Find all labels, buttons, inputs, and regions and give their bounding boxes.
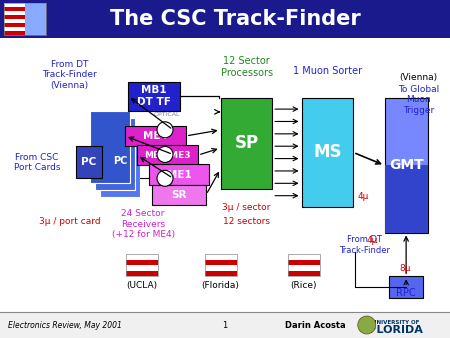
- Text: FLORIDA: FLORIDA: [369, 325, 423, 335]
- Text: 4μ: 4μ: [358, 192, 369, 201]
- Text: 4μ: 4μ: [367, 236, 378, 245]
- Text: PC: PC: [113, 156, 127, 166]
- Text: 1: 1: [222, 320, 228, 330]
- Bar: [288, 260, 320, 265]
- Circle shape: [157, 146, 173, 163]
- Text: MS: MS: [313, 143, 342, 161]
- Text: (Florida): (Florida): [202, 282, 239, 290]
- Text: 3μ / sector: 3μ / sector: [222, 203, 271, 212]
- Text: From DT
Track-Finder
(Vienna): From DT Track-Finder (Vienna): [42, 60, 97, 90]
- Bar: [4, 23, 25, 27]
- Text: RPC: RPC: [396, 288, 416, 298]
- Bar: [4, 19, 25, 23]
- Bar: [385, 98, 428, 233]
- Text: From CSC
Port Cards: From CSC Port Cards: [14, 153, 60, 172]
- Text: (UCLA): (UCLA): [126, 282, 158, 290]
- Circle shape: [157, 170, 173, 186]
- Bar: [0, 0, 450, 38]
- Text: SR: SR: [171, 190, 187, 200]
- Bar: [385, 165, 428, 233]
- Bar: [220, 98, 272, 189]
- Bar: [4, 27, 25, 31]
- Text: OPTICAL: OPTICAL: [154, 112, 180, 117]
- Text: 8μ: 8μ: [399, 264, 411, 273]
- Circle shape: [157, 122, 173, 138]
- Text: (Rice): (Rice): [291, 282, 317, 290]
- Text: From DT
Track-Finder: From DT Track-Finder: [339, 235, 390, 255]
- Text: 12 Sector
Processors: 12 Sector Processors: [220, 56, 273, 77]
- Bar: [100, 125, 140, 197]
- Bar: [0, 312, 450, 338]
- Text: GMT: GMT: [389, 159, 423, 172]
- Bar: [204, 255, 237, 260]
- Text: Electronics Review, May 2001: Electronics Review, May 2001: [8, 320, 122, 330]
- Text: ME2-ME3: ME2-ME3: [144, 151, 191, 160]
- Bar: [4, 3, 46, 35]
- Text: 24 Sector
Receivers
(+12 for ME4): 24 Sector Receivers (+12 for ME4): [112, 210, 175, 239]
- Text: PC: PC: [81, 157, 96, 167]
- Bar: [137, 145, 198, 165]
- Bar: [95, 118, 135, 190]
- Text: 1 Muon Sorter: 1 Muon Sorter: [293, 67, 362, 76]
- Circle shape: [358, 316, 376, 334]
- Bar: [76, 146, 102, 178]
- Bar: [126, 255, 158, 260]
- Text: 3μ / port card: 3μ / port card: [39, 217, 100, 226]
- Text: MB1
DT TF: MB1 DT TF: [137, 86, 171, 107]
- Text: ME4: ME4: [143, 131, 168, 141]
- Text: SP: SP: [234, 135, 258, 152]
- Bar: [288, 271, 320, 276]
- Bar: [204, 265, 237, 271]
- Text: UNIVERSITY OF: UNIVERSITY OF: [372, 319, 420, 324]
- Bar: [126, 260, 158, 265]
- Text: Darin Acosta: Darin Acosta: [285, 320, 345, 330]
- Bar: [148, 164, 209, 186]
- Bar: [126, 265, 158, 271]
- Text: ME1: ME1: [166, 170, 191, 180]
- Bar: [4, 31, 25, 35]
- Text: (Vienna): (Vienna): [400, 73, 437, 82]
- Bar: [25, 3, 46, 35]
- Bar: [4, 7, 25, 11]
- Bar: [4, 3, 25, 7]
- Bar: [288, 265, 320, 271]
- Bar: [302, 98, 353, 207]
- Bar: [90, 111, 130, 183]
- Bar: [4, 11, 25, 15]
- Bar: [204, 271, 237, 276]
- Bar: [204, 260, 237, 265]
- Bar: [4, 15, 25, 19]
- Text: To Global
Muon
Trigger: To Global Muon Trigger: [398, 85, 439, 115]
- Bar: [288, 255, 320, 276]
- Bar: [288, 255, 320, 260]
- Bar: [389, 276, 423, 298]
- Text: The CSC Track-Finder: The CSC Track-Finder: [110, 9, 360, 29]
- Bar: [128, 82, 180, 111]
- Bar: [204, 255, 237, 276]
- Text: 12 sectors: 12 sectors: [223, 217, 270, 226]
- Bar: [125, 126, 186, 146]
- Bar: [126, 271, 158, 276]
- Bar: [152, 185, 206, 204]
- Bar: [126, 255, 158, 276]
